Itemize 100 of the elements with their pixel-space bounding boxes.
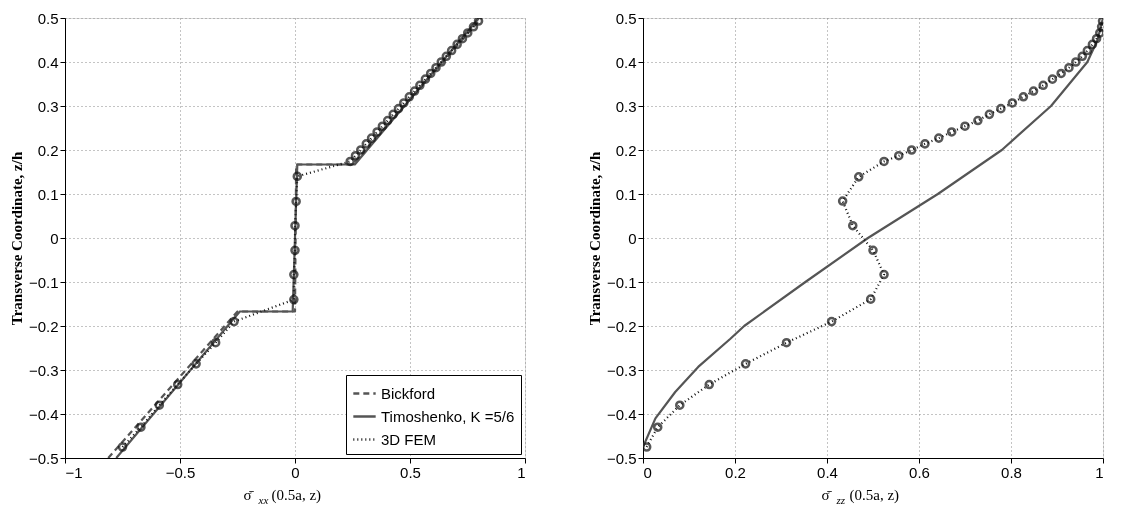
point [425, 68, 436, 79]
y-tick-label: −0.5 [28, 449, 59, 467]
y-tick-label: −0.4 [28, 405, 59, 423]
point [345, 156, 355, 167]
point [781, 337, 792, 348]
y-tick-label: 0.5 [615, 9, 637, 27]
point [1087, 39, 1098, 50]
point [404, 91, 415, 102]
y-tick-label: 0.4 [615, 53, 637, 71]
point [191, 359, 201, 369]
y-axis-title: Transverse Coordinate, z/h [586, 151, 603, 326]
y-tick-label: −0.1 [606, 273, 637, 291]
y-tick-label: 0 [628, 229, 637, 247]
point [399, 98, 409, 108]
y-tick-label: −0.3 [606, 361, 637, 379]
y-tick-label: −0.5 [606, 449, 637, 467]
point [473, 18, 484, 26]
point [468, 22, 479, 32]
y-tick-label: 0.1 [37, 185, 59, 203]
y-tick-label: 0.2 [615, 141, 637, 159]
point [1082, 45, 1093, 56]
point [1038, 80, 1048, 91]
point [704, 379, 715, 390]
x-tick-label: 1 [517, 463, 526, 481]
point [388, 109, 398, 120]
point [879, 156, 889, 167]
point [996, 103, 1006, 114]
point [372, 127, 382, 137]
point [868, 245, 878, 256]
point [172, 379, 183, 390]
legend-label: 3D FEM [381, 430, 437, 448]
point [740, 359, 751, 369]
point [847, 220, 858, 231]
point [229, 316, 239, 327]
point [290, 220, 300, 231]
point [1077, 51, 1088, 62]
point [290, 245, 300, 256]
point [154, 400, 165, 410]
y-tick-label: 0 [50, 229, 59, 247]
point [973, 115, 983, 126]
point [431, 62, 441, 73]
point [865, 294, 876, 304]
point [1028, 86, 1039, 96]
point [436, 57, 447, 67]
x-axis-title: σ̄xx (0.5a, z) [243, 487, 322, 506]
point [1018, 91, 1029, 102]
point [1047, 74, 1058, 84]
point [382, 115, 393, 126]
point [933, 133, 944, 143]
point [893, 150, 904, 161]
point [366, 133, 377, 143]
point [457, 33, 468, 44]
point [420, 74, 431, 84]
legend-label: Bickford [381, 384, 436, 402]
point [415, 80, 425, 91]
y-tick-label: −0.1 [28, 273, 59, 291]
legend-label: Timoshenko, K =5/6 [381, 407, 515, 425]
point [361, 139, 372, 149]
point [1007, 98, 1018, 108]
y-tick-label: −0.2 [606, 317, 637, 335]
x-tick-label: 0.8 [1001, 463, 1022, 481]
point [462, 28, 473, 38]
x-tick-label: −0.5 [165, 463, 196, 481]
x-axis-title: σ̄zz (0.5a, z) [821, 487, 900, 506]
point [355, 145, 366, 155]
y-tick-label: 0.3 [37, 97, 59, 115]
point [837, 196, 848, 206]
point [826, 316, 837, 327]
point [452, 39, 462, 50]
x-tick-label: 0.4 [817, 463, 838, 481]
point [906, 145, 917, 155]
point [1071, 57, 1081, 67]
point [1091, 33, 1102, 44]
point [879, 269, 889, 280]
point [292, 171, 303, 182]
point [136, 422, 146, 432]
point [1056, 68, 1066, 79]
point [210, 337, 221, 348]
y-tick-label: 0.5 [37, 9, 59, 27]
point [441, 51, 452, 62]
y-tick-label: 0.4 [37, 53, 59, 71]
x-tick-label: −1 [65, 463, 83, 481]
point [289, 269, 299, 280]
y-tick-label: −0.2 [28, 317, 59, 335]
point [377, 121, 388, 132]
point [984, 109, 995, 120]
point [920, 139, 930, 149]
y-axis-title: Transverse Coordinate, z/h [8, 151, 25, 326]
x-tick-label: 0.6 [909, 463, 930, 481]
x-tick-label: 0 [643, 463, 652, 481]
y-tick-label: 0.1 [615, 185, 637, 203]
point [946, 127, 957, 137]
x-tick-label: 0 [291, 463, 300, 481]
point [393, 103, 404, 114]
point [117, 442, 128, 452]
x-tick-label: 0.5 [400, 463, 421, 481]
point [291, 196, 301, 207]
y-tick-label: 0.2 [37, 141, 59, 159]
point [853, 172, 864, 182]
point [675, 400, 685, 410]
